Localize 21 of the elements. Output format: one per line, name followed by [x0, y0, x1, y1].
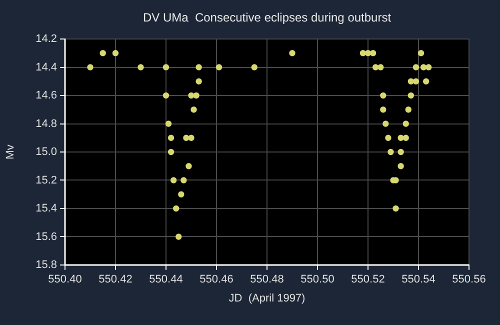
y-tick-label: 15.2 [36, 174, 57, 186]
x-tick-label: 550.56 [452, 274, 486, 286]
x-tick-label: 550.40 [48, 274, 82, 286]
y-tick-label: 15.6 [36, 230, 57, 243]
y-tick-label: 15.8 [36, 259, 57, 272]
x-tick-label: 550.52 [351, 274, 385, 286]
x-tick-label: 550.50 [300, 274, 334, 286]
y-tick-label: 15.0 [36, 146, 57, 158]
y-tick-label: 14.8 [36, 118, 57, 130]
x-tick-label: 550.46 [200, 274, 234, 286]
chart-title: DV UMa Consecutive eclipses during outburst [142, 10, 392, 24]
y-tick-label: 15.4 [36, 202, 57, 215]
x-tick-label: 550.44 [149, 274, 183, 286]
y-axis-title: Mv [4, 144, 17, 160]
x-tick-label: 550.42 [98, 274, 132, 286]
x-tick-label: 550.48 [250, 274, 284, 286]
y-tick-label: 14.4 [36, 61, 57, 74]
y-tick-label: 14.2 [36, 33, 57, 46]
x-tick-label: 550.54 [402, 274, 436, 286]
y-tick-label: 14.6 [36, 90, 57, 102]
x-axis-title: JD (April 1997) [228, 292, 306, 304]
